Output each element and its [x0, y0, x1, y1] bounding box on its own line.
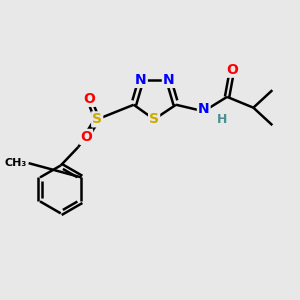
- Text: N: N: [135, 73, 147, 87]
- Text: S: S: [149, 112, 159, 126]
- Text: N: N: [163, 73, 175, 87]
- Text: O: O: [83, 92, 95, 106]
- Text: O: O: [80, 130, 92, 144]
- Text: CH₃: CH₃: [5, 158, 27, 168]
- Text: H: H: [217, 113, 227, 126]
- Text: O: O: [226, 63, 238, 77]
- Text: S: S: [92, 112, 102, 126]
- Text: N: N: [198, 102, 210, 116]
